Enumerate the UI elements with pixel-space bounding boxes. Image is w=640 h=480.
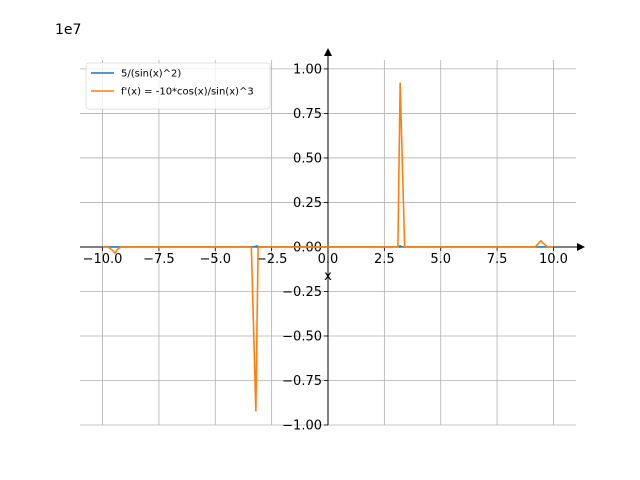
legend-label-2: f'(x) = -10*cos(x)/sin(x)^3 (121, 87, 254, 98)
ticks: −10.0 −7.5 −5.0 −2.5 0.0 2.5 5.0 7.5 10.0 1.00 0.7… (83, 62, 568, 433)
x-axis-label: x (324, 269, 332, 284)
x-axis-arrow (577, 242, 585, 251)
legend-label-1: 5/(sin(x)^2) (121, 69, 181, 80)
x-tick-label: −2.5 (256, 252, 288, 267)
series-line-2 (102, 82, 554, 412)
y-tick-label: 0.75 (293, 107, 322, 122)
y-tick-label: 1.00 (293, 62, 322, 77)
x-tick-label: −10.0 (83, 252, 123, 267)
x-tick-label: 2.5 (374, 252, 395, 267)
y-axis-arrow (324, 48, 332, 56)
y-tick-label: −0.25 (282, 285, 322, 300)
x-tick-label: 0.0 (318, 252, 339, 267)
y-tick-label: 0.00 (293, 240, 322, 255)
scale-label: 1e7 (55, 22, 81, 38)
y-tick-label: −1.00 (282, 419, 322, 434)
x-tick-label: 10.0 (539, 252, 568, 267)
x-tick-label: −7.5 (143, 252, 175, 267)
y-tick-label: 0.50 (293, 151, 322, 166)
x-tick-label: 7.5 (487, 252, 508, 267)
x-tick-label: 5.0 (430, 252, 451, 267)
series-layer (102, 82, 554, 412)
x-tick-label: −5.0 (199, 252, 231, 267)
y-tick-label: −0.75 (282, 374, 322, 389)
y-tick-label: 0.25 (293, 196, 322, 211)
legend: 5/(sin(x)^2) f'(x) = -10*cos(x)/sin(x)^3 (85, 62, 271, 110)
y-tick-label: −0.50 (282, 329, 322, 344)
legend-box (85, 62, 271, 110)
